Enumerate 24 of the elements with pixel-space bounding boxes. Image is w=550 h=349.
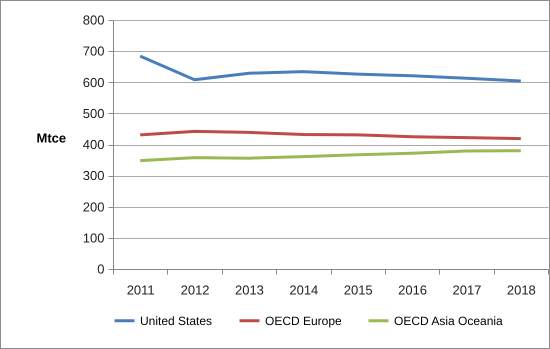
y-tick-label: 500 <box>82 106 104 121</box>
y-tick-label: 600 <box>82 74 104 90</box>
y-tick-label: 700 <box>82 44 104 59</box>
line-series <box>138 149 522 162</box>
line-series <box>138 54 522 83</box>
y-tick-label: 200 <box>82 199 104 214</box>
x-tick-label: 2017 <box>452 282 482 298</box>
y-tick-label: 300 <box>82 168 104 184</box>
x-tick-label: 2014 <box>289 282 318 298</box>
legend-label: OECD Europe <box>265 314 342 328</box>
x-tick-label: 2013 <box>234 282 264 298</box>
y-tick-label: 800 <box>82 12 104 28</box>
y-tick-label: 400 <box>82 137 104 152</box>
legend-label: OECD Asia Oceania <box>394 314 504 328</box>
x-tick-label: 2016 <box>398 282 428 298</box>
y-axis-title: Mtce <box>36 130 66 146</box>
x-tick-label: 2012 <box>180 282 210 298</box>
line-series <box>138 130 522 140</box>
legend-label: United States <box>140 314 212 328</box>
y-tick-label: 100 <box>82 230 104 246</box>
y-tick-label: 0 <box>97 262 104 276</box>
x-tick-label: 2015 <box>344 282 373 298</box>
x-tick-label: 2011 <box>126 282 155 298</box>
x-tick-label: 2018 <box>506 282 536 298</box>
